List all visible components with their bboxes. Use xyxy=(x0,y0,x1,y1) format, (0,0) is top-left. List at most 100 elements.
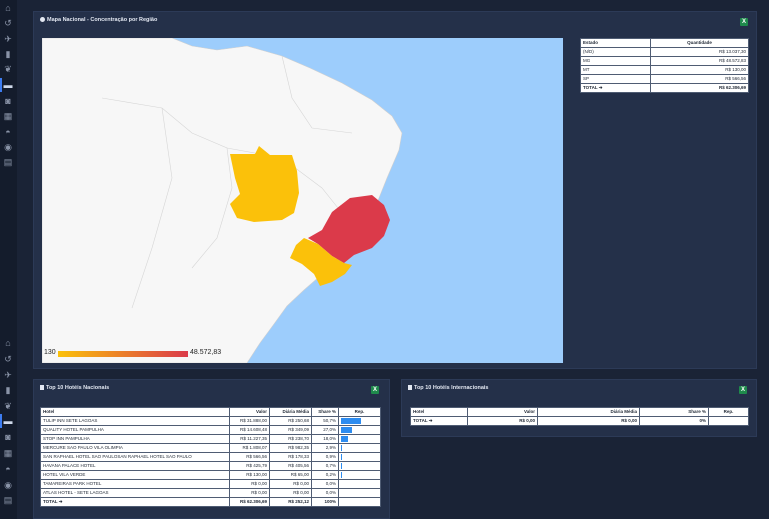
share-cell: 0,7% xyxy=(311,461,339,471)
col-estado[interactable]: Estado xyxy=(580,38,651,48)
total-diaria: R$ 252,12 xyxy=(269,497,312,507)
globe-icon xyxy=(40,17,45,23)
table-header-row: Hotel Valor Diária Média Share % Rep. xyxy=(410,407,749,417)
table-row[interactable]: HAVANA PALACE HOTEL R$ 425,79 R$ 405,56 0,7… xyxy=(40,461,381,471)
diaria-cell: R$ 65,00 xyxy=(269,470,312,480)
state-cell: MT xyxy=(580,65,651,75)
valor-cell: R$ 1.808,07 xyxy=(229,443,270,453)
legend-min-value: 130 xyxy=(44,349,56,356)
diaria-cell: R$ 405,56 xyxy=(269,461,312,471)
table-row[interactable]: STOP INN PAMPULHA R$ 11.227,35 R$ 238,70 18… xyxy=(40,434,381,444)
table-row[interactable]: SAN RAPHAEL HOTEL SAO PAULOSAN RAPHAEL H… xyxy=(40,452,381,462)
rep-cell xyxy=(338,416,381,426)
leaf-icon[interactable]: ❦ xyxy=(4,401,12,411)
rep-cell xyxy=(338,425,381,435)
table-icon[interactable]: ▦ xyxy=(3,111,13,121)
table-total-row: TOTAL ➔ R$ 62.306,69 R$ 252,12 100% xyxy=(40,497,381,507)
leaf-icon[interactable]: ❦ xyxy=(4,64,12,74)
diaria-cell: R$ 0,00 xyxy=(269,479,312,489)
state-sp[interactable] xyxy=(290,238,352,286)
excel-export-button[interactable]: X xyxy=(740,18,748,26)
total-label: TOTAL ➔ xyxy=(40,497,230,507)
document-icon[interactable]: ▤ xyxy=(3,495,13,505)
col-hotel[interactable]: Hotel xyxy=(40,407,230,417)
total-label: TOTAL ➔ xyxy=(580,83,651,93)
document-icon[interactable]: ▤ xyxy=(3,157,13,167)
total-valor: R$ 0,00 xyxy=(467,416,538,426)
plane-icon[interactable]: ✈ xyxy=(4,34,12,44)
share-cell: 50,7% xyxy=(311,416,339,426)
dashboard-icon[interactable]: ◓ xyxy=(5,127,11,137)
rep-cell xyxy=(338,488,381,498)
rep-cell xyxy=(338,461,381,471)
chart-icon[interactable]: ▮ xyxy=(5,385,11,395)
internacionais-table: Hotel Valor Diária Média Share % Rep. TO… xyxy=(410,407,749,426)
table-row[interactable]: TULIP INN SETE LAGOAS R$ 31.888,00 R$ 250,… xyxy=(40,416,381,426)
bed-icon[interactable]: ▬ xyxy=(0,78,13,92)
rep-bar xyxy=(341,463,342,469)
hotel-name-cell: TAMAREIRAS PARK HOTEL xyxy=(40,479,230,489)
bed-icon[interactable]: ▬ xyxy=(0,414,13,428)
valor-cell: R$ 425,79 xyxy=(229,461,270,471)
rep-bar xyxy=(341,445,343,451)
hotel-name-cell: QUALITY HOTEL PAMPULHA xyxy=(40,425,230,435)
plane-icon[interactable]: ✈ xyxy=(4,370,12,380)
table-row[interactable]: (N/D) R$ 13.037,30 xyxy=(580,47,749,57)
share-cell: 0,9% xyxy=(311,452,339,462)
map-svg xyxy=(42,38,403,363)
share-cell: 0,0% xyxy=(311,479,339,489)
valor-cell: R$ 0,00 xyxy=(229,479,270,489)
state-mg[interactable] xyxy=(308,195,390,263)
history-icon[interactable]: ↺ xyxy=(4,354,12,364)
share-cell: 18,0% xyxy=(311,434,339,444)
state-mt[interactable] xyxy=(230,146,299,222)
excel-export-button[interactable]: X xyxy=(371,386,379,394)
rep-bar xyxy=(341,418,361,424)
table-row[interactable]: MG R$ 48.572,83 xyxy=(580,56,749,66)
nacionais-table: Hotel Valor Diária Média Share % Rep. TU… xyxy=(40,407,381,507)
col-share[interactable]: Share % xyxy=(311,407,339,417)
table-icon[interactable]: ▦ xyxy=(3,448,13,458)
table-row[interactable]: QUALITY HOTEL PAMPULHA R$ 14.608,48 R$ 349… xyxy=(40,425,381,435)
car-icon[interactable]: ◙ xyxy=(5,96,11,106)
brazil-map[interactable]: 130 48.572,83 xyxy=(42,38,563,363)
building-icon xyxy=(40,385,44,391)
col-hotel[interactable]: Hotel xyxy=(410,407,468,417)
col-diaria[interactable]: Diária Média xyxy=(537,407,640,417)
table-row[interactable]: HOTEL VILA VERDE R$ 130,00 R$ 65,00 0,2% xyxy=(40,470,381,480)
table-row[interactable]: TAMAREIRAS PARK HOTEL R$ 0,00 R$ 0,00 0,0% xyxy=(40,479,381,489)
user-circle-icon[interactable]: ◉ xyxy=(4,142,12,152)
history-icon[interactable]: ↺ xyxy=(4,18,12,28)
hotel-name-cell: HAVANA PALACE HOTEL xyxy=(40,461,230,471)
col-valor[interactable]: Valor xyxy=(229,407,270,417)
home-icon[interactable]: ⌂ xyxy=(5,338,11,348)
home-icon[interactable]: ⌂ xyxy=(5,3,11,13)
hotel-name-cell: MERCURE SAO PAULO VILA OLIMPIA xyxy=(40,443,230,453)
col-rep[interactable]: Rep. xyxy=(338,407,381,417)
legend-max-value: 48.572,83 xyxy=(190,349,222,356)
rep-cell xyxy=(338,470,381,480)
share-cell: 0,0% xyxy=(311,488,339,498)
user-circle-icon[interactable]: ◉ xyxy=(4,480,12,490)
col-share[interactable]: Share % xyxy=(639,407,709,417)
table-row[interactable]: MERCURE SAO PAULO VILA OLIMPIA R$ 1.808,0… xyxy=(40,443,381,453)
border-line xyxy=(226,147,343,214)
table-row[interactable]: SP R$ 566,56 xyxy=(580,74,749,84)
table-row[interactable]: ATLAS HOTEL - SETE LAGOAS R$ 0,00 R$ 0,00 0… xyxy=(40,488,381,498)
col-quantidade[interactable]: Quantidade xyxy=(650,38,749,48)
car-icon[interactable]: ◙ xyxy=(5,432,11,442)
dashboard-icon[interactable]: ◓ xyxy=(5,464,11,474)
col-diaria[interactable]: Diária Média xyxy=(269,407,312,417)
total-valor: R$ 62.306,69 xyxy=(229,497,270,507)
col-rep[interactable]: Rep. xyxy=(708,407,749,417)
total-value: R$ 62.306,69 xyxy=(650,83,749,93)
chart-icon[interactable]: ▮ xyxy=(5,49,11,59)
table-row[interactable]: MT R$ 130,00 xyxy=(580,65,749,75)
sidebar: ⌂ ↺ ✈ ▮ ❦ ▬ ◙ ▦ ◓ ◉ ▤ ⌂ ↺ ✈ ▮ ❦ ▬ ◙ ▦ ◓ … xyxy=(0,0,17,519)
col-valor[interactable]: Valor xyxy=(467,407,538,417)
excel-export-button[interactable]: X xyxy=(739,386,747,394)
state-table: Estado Quantidade (N/D) R$ 13.037,30 MG R$… xyxy=(580,38,749,93)
table-total-row: TOTAL ➔ R$ 0,00 R$ 0,00 0% xyxy=(410,416,749,426)
hotel-name-cell: ATLAS HOTEL - SETE LAGOAS xyxy=(40,488,230,498)
valor-cell: R$ 14.608,48 xyxy=(229,425,270,435)
